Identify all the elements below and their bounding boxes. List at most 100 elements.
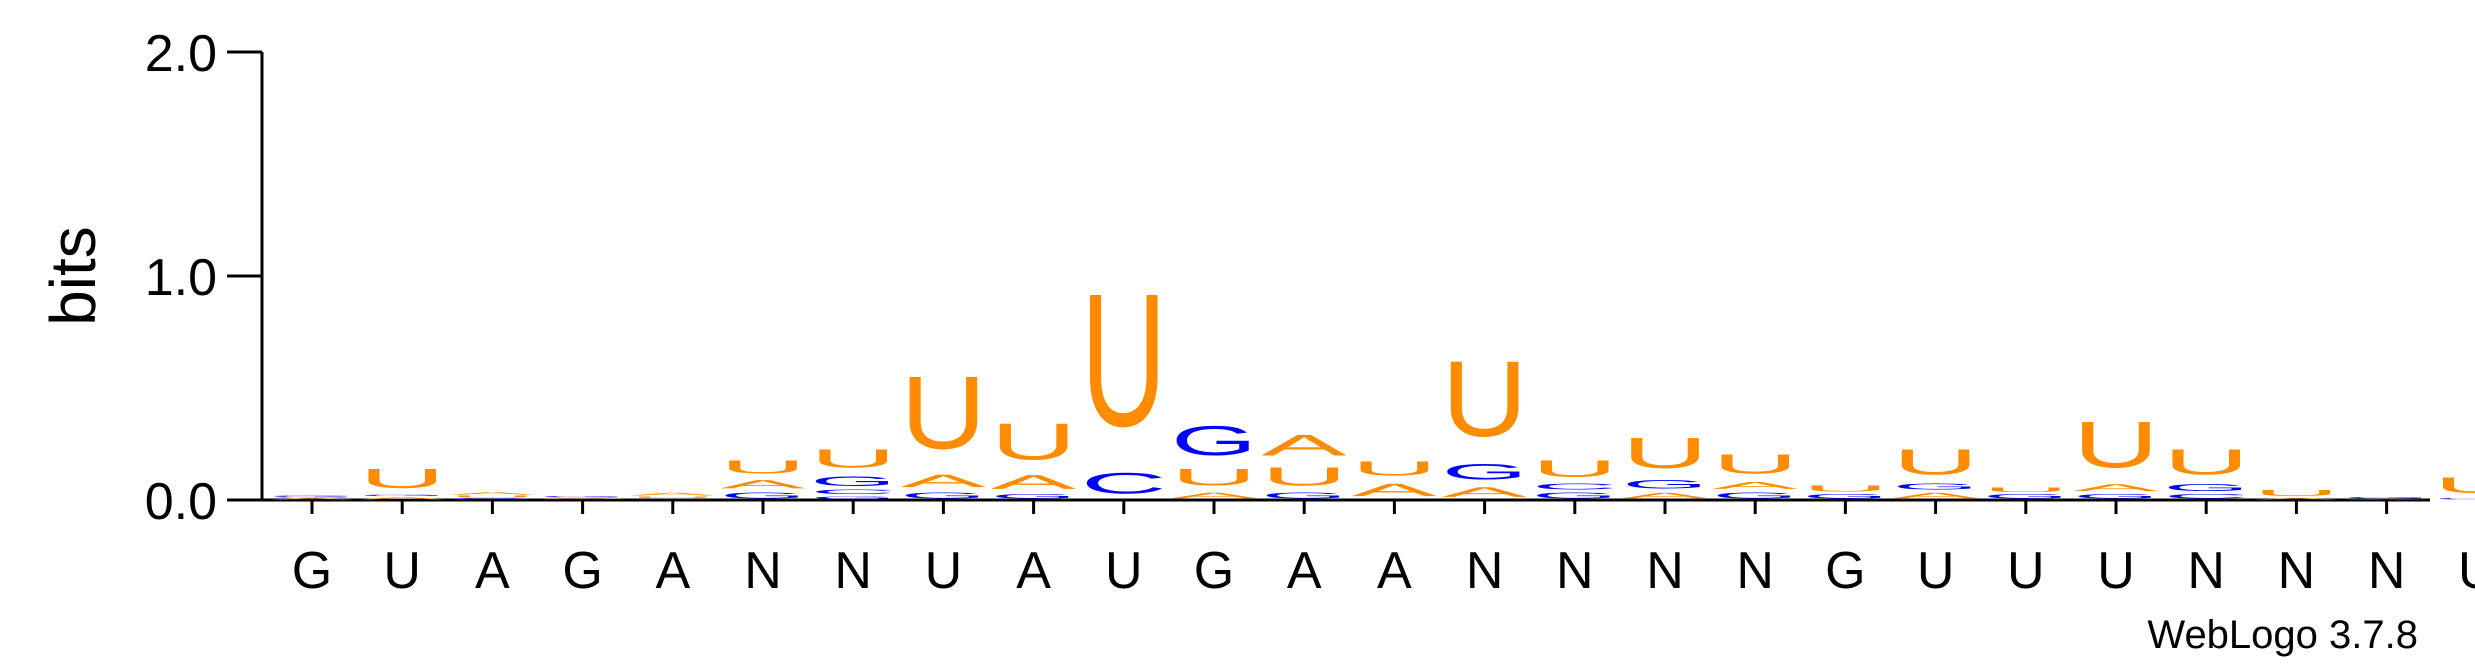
stack-20: GU bbox=[1983, 487, 2069, 500]
stack-19: AGU bbox=[1893, 442, 1979, 500]
residue-C: C bbox=[1081, 466, 1167, 500]
y-axis-label: bits bbox=[37, 226, 109, 326]
x-tick-label: A bbox=[1287, 542, 1322, 600]
residue-U: U bbox=[2253, 489, 2339, 498]
stack-11: AUG bbox=[1171, 417, 1257, 500]
residue-A: A bbox=[1622, 491, 1708, 500]
stack-17: GAU bbox=[1712, 449, 1798, 500]
y-axis: 2.0 1.0 0.0 bits bbox=[37, 25, 264, 531]
residue-G: G bbox=[2073, 493, 2159, 500]
residue-U: U bbox=[900, 355, 986, 471]
residue-A: A bbox=[2253, 498, 2339, 500]
residue-G: G bbox=[2163, 482, 2249, 493]
y-tick-label: 2.0 bbox=[145, 25, 217, 83]
residue-C: C bbox=[2163, 493, 2249, 500]
residue-A: A bbox=[630, 492, 716, 496]
x-tick-label: N bbox=[2187, 542, 2225, 600]
residue-U: U bbox=[2434, 473, 2475, 498]
stack-22: CGU bbox=[2163, 442, 2249, 500]
residue-G: G bbox=[1712, 491, 1798, 500]
residue-U: U bbox=[1712, 449, 1798, 480]
residue-A: A bbox=[1442, 484, 1528, 500]
stack-8: GAU bbox=[900, 355, 986, 500]
residue-A: A bbox=[1712, 480, 1798, 491]
residue-G: G bbox=[810, 473, 896, 489]
residue-G: G bbox=[1171, 417, 1257, 464]
residue-A: A bbox=[1351, 480, 1437, 500]
residue-G: G bbox=[1983, 493, 2069, 500]
x-tick-label: N bbox=[2278, 542, 2316, 600]
x-tick-label: N bbox=[1556, 542, 1594, 600]
residue-U: U bbox=[1171, 464, 1257, 491]
x-tick-label: N bbox=[1466, 542, 1504, 600]
x-tick-labels: GUAGANNUAUGAANNNNGUUUNNNU bbox=[292, 542, 2475, 600]
residue-U: U bbox=[630, 496, 716, 498]
residue-U: U bbox=[1081, 253, 1167, 466]
stack-2: AGU bbox=[359, 463, 445, 500]
stack-10: CU bbox=[1081, 253, 1167, 500]
residue-C: C bbox=[810, 489, 896, 496]
stack-6: GAU bbox=[720, 458, 806, 500]
residue-C: C bbox=[1532, 482, 1618, 491]
stack-14: AGU bbox=[1442, 339, 1528, 500]
weblogo-credit: WebLogo 3.7.8 bbox=[2147, 613, 2418, 657]
x-tick-label: A bbox=[1016, 542, 1051, 600]
residue-U: U bbox=[1442, 339, 1528, 460]
x-tick-label: N bbox=[1736, 542, 1774, 600]
residue-G: G bbox=[2344, 497, 2430, 499]
residue-G: G bbox=[1802, 493, 1888, 500]
residue-G: G bbox=[810, 495, 896, 500]
x-tick-label: U bbox=[1917, 542, 1955, 600]
x-axis bbox=[262, 498, 2430, 514]
residue-G: G bbox=[991, 493, 1077, 500]
residue-G: G bbox=[630, 499, 716, 500]
residue-A: A bbox=[1893, 491, 1979, 500]
residue-G: G bbox=[449, 498, 535, 500]
residue-U: U bbox=[1622, 429, 1708, 478]
stack-5: GUA bbox=[630, 492, 716, 500]
residue-A: A bbox=[449, 492, 535, 496]
x-tick-label: U bbox=[925, 542, 963, 600]
residue-U: U bbox=[991, 413, 1077, 471]
x-tick-label: N bbox=[744, 542, 782, 600]
stack-24: AG bbox=[2344, 497, 2430, 500]
residue-G: G bbox=[2434, 498, 2475, 500]
x-tick-label: N bbox=[2368, 542, 2406, 600]
stack-15: GCU bbox=[1532, 455, 1618, 500]
x-tick-label: G bbox=[1825, 542, 1865, 600]
residue-A: A bbox=[540, 498, 626, 499]
stack-9: GAU bbox=[991, 413, 1078, 500]
stack-18: GU bbox=[1802, 484, 1888, 500]
residue-G: G bbox=[1893, 482, 1979, 491]
residue-A: A bbox=[2073, 482, 2159, 493]
residue-U: U bbox=[1532, 455, 1618, 482]
residue-G: G bbox=[359, 494, 445, 496]
residue-U: U bbox=[449, 496, 535, 499]
stack-12: GUA bbox=[1261, 428, 1347, 500]
residue-A: A bbox=[1171, 491, 1257, 500]
stack-3: GUA bbox=[449, 492, 535, 500]
residue-G: G bbox=[1442, 460, 1528, 485]
residue-C: C bbox=[540, 499, 626, 500]
stack-25: GU bbox=[2434, 473, 2475, 500]
residue-A: A bbox=[991, 471, 1078, 493]
x-tick-label: U bbox=[383, 542, 421, 600]
x-tick-label: N bbox=[1646, 542, 1684, 600]
residue-U: U bbox=[2163, 442, 2249, 483]
stack-16: AGU bbox=[1622, 429, 1708, 500]
residue-U: U bbox=[720, 458, 806, 478]
stack-1: AGC bbox=[269, 495, 355, 500]
residue-G: G bbox=[269, 496, 355, 498]
residue-A: A bbox=[2344, 499, 2430, 500]
x-tick-label: A bbox=[475, 542, 510, 600]
residue-U: U bbox=[1802, 484, 1888, 493]
residue-A: A bbox=[359, 497, 445, 500]
residue-U: U bbox=[359, 463, 445, 494]
x-tick-label: A bbox=[1377, 542, 1412, 600]
residue-G: G bbox=[1532, 491, 1618, 500]
residue-G: G bbox=[1622, 478, 1708, 491]
residue-G: G bbox=[720, 491, 806, 500]
x-tick-label: U bbox=[2007, 542, 2045, 600]
